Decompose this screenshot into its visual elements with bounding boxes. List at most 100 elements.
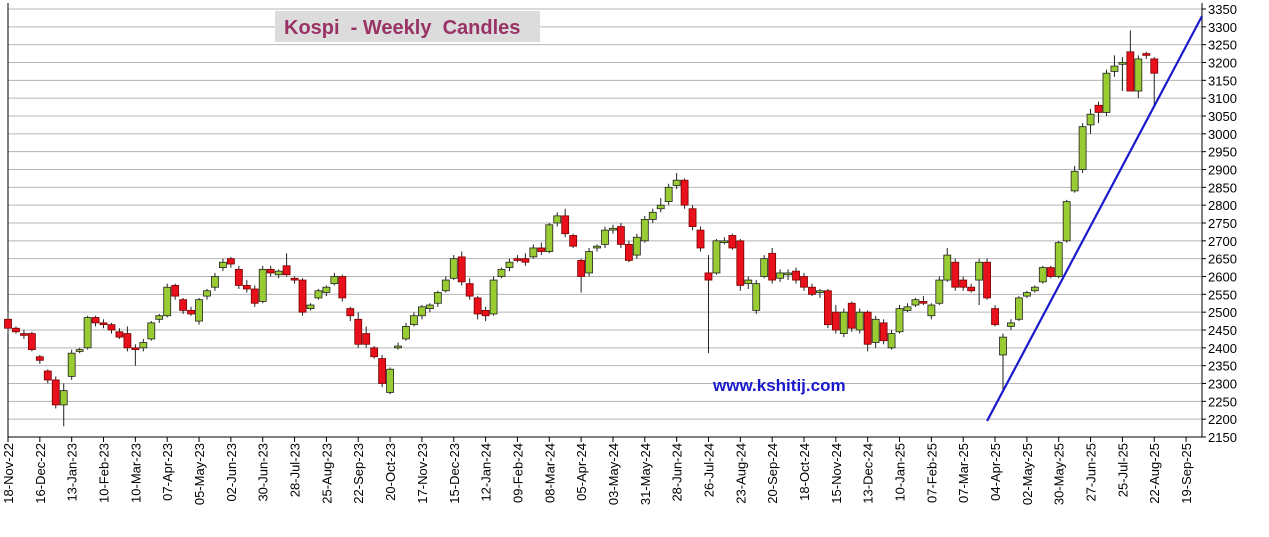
x-tick-label: 20-Sep-24: [765, 443, 780, 504]
candle-body: [847, 302, 856, 329]
candle-body: [895, 308, 904, 333]
y-tick-label: 2250: [1208, 394, 1237, 409]
candle-body: [402, 326, 410, 340]
x-tick-label: 26-Jul-24: [701, 443, 716, 497]
candle-body: [433, 292, 442, 304]
chart-title: Kospi - Weekly Candles: [284, 17, 520, 39]
candle-body: [4, 318, 12, 329]
x-tick-label: 05-Apr-24: [574, 443, 589, 501]
candle-body: [290, 277, 299, 281]
candle-body: [784, 272, 792, 276]
candle-body: [354, 318, 363, 345]
candle-body: [306, 304, 315, 309]
candle-body: [473, 297, 482, 315]
candle-body: [664, 186, 673, 202]
x-tick-label: 08-Mar-24: [542, 443, 557, 503]
x-tick-label: 20-Oct-23: [383, 443, 398, 501]
x-tick-label: 10-Mar-23: [128, 443, 143, 503]
y-tick-label: 2600: [1208, 270, 1237, 285]
candle-body: [545, 224, 554, 252]
candle-body: [107, 324, 116, 331]
candle-body: [139, 342, 148, 349]
y-tick-label: 3150: [1208, 73, 1237, 88]
y-tick-label: 3250: [1208, 38, 1237, 53]
candle-body: [553, 215, 562, 224]
y-tick-label: 3100: [1208, 91, 1237, 106]
candle-body: [1070, 170, 1079, 192]
y-tick-label: 2150: [1208, 430, 1237, 445]
candle-body: [226, 258, 235, 265]
candle-body: [632, 236, 641, 256]
candle-body: [656, 204, 665, 210]
candle-body: [1086, 113, 1095, 126]
y-tick-label: 2400: [1208, 341, 1237, 356]
x-tick-label: 05-May-23: [192, 443, 207, 505]
candle-body: [338, 276, 347, 299]
candle-body: [12, 327, 20, 333]
candle-body: [91, 317, 100, 324]
candle-body: [863, 311, 872, 345]
watermark: www.kshitij.com: [712, 376, 846, 395]
candle-body: [808, 286, 816, 295]
x-tick-label: 07-Apr-23: [160, 443, 175, 501]
candle-body: [298, 279, 307, 313]
y-tick-label: 2350: [1208, 359, 1237, 374]
trend-line: [986, 15, 1203, 422]
x-tick-label: 15-Nov-24: [829, 443, 844, 504]
candle-body: [378, 358, 387, 384]
candle-body: [951, 261, 960, 288]
y-tick-label: 2200: [1208, 412, 1237, 427]
candle-body: [760, 258, 769, 277]
candle-body: [1142, 53, 1151, 56]
candle-body: [211, 276, 219, 288]
x-tick-label: 28-Jun-24: [670, 443, 685, 502]
candle-body: [577, 260, 586, 277]
x-tick-label: 17-Nov-23: [415, 443, 430, 504]
x-tick-label: 22-Sep-23: [351, 443, 366, 504]
candle-body: [640, 219, 649, 242]
candle-body: [1015, 297, 1023, 320]
candle-body: [911, 299, 920, 306]
candle-body: [736, 240, 745, 286]
candle-body: [410, 315, 418, 326]
candle-body: [195, 299, 203, 322]
candle-body: [991, 308, 999, 326]
y-tick-label: 2950: [1208, 145, 1237, 160]
candle-body: [51, 379, 60, 406]
candle-body: [219, 261, 227, 268]
candle-body: [505, 261, 514, 268]
y-tick-label: 2300: [1208, 377, 1237, 392]
candle-body: [394, 345, 402, 349]
candle-body: [99, 322, 108, 326]
candle-body: [346, 308, 355, 317]
candle-body: [370, 347, 379, 358]
y-tick-label: 3350: [1208, 2, 1237, 17]
candle-body: [441, 279, 450, 292]
candle-body: [123, 333, 132, 349]
x-tick-label: 22-Aug-25: [1147, 443, 1162, 504]
candle-body: [513, 258, 522, 261]
candle-body: [465, 283, 474, 297]
candle-body: [903, 306, 912, 311]
y-tick-label: 2900: [1208, 163, 1237, 178]
candle-body: [823, 290, 832, 326]
candle-body: [266, 268, 275, 274]
candle-body: [1118, 62, 1127, 65]
candle-body: [1054, 242, 1063, 277]
candle-body: [258, 268, 267, 302]
candle-body: [35, 356, 44, 361]
candle-body: [250, 288, 259, 304]
candle-body: [330, 276, 339, 285]
candle-body: [20, 333, 28, 336]
candle-body: [752, 283, 761, 311]
x-tick-label: 02-Jun-23: [224, 443, 239, 502]
candle-body: [1022, 292, 1031, 297]
x-tick-label: 03-May-24: [606, 443, 621, 505]
x-tick-label: 27-Jun-25: [1084, 443, 1099, 502]
x-tick-label: 09-Feb-24: [510, 443, 525, 503]
candle-body: [800, 276, 808, 288]
candle-body: [983, 261, 991, 299]
y-tick-label: 2700: [1208, 234, 1237, 249]
